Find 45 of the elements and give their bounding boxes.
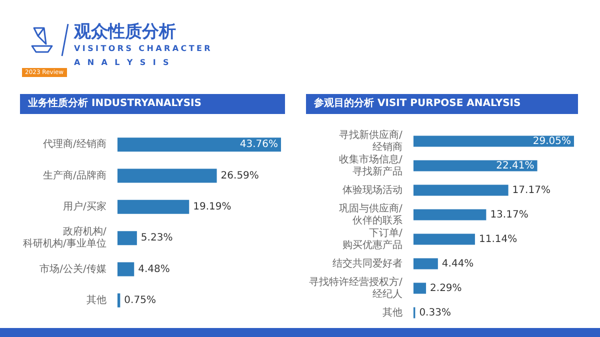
y-tick-label: 政府机构/科研机构/事业单位 [22, 226, 107, 250]
y-tick-label: 其他 [86, 294, 106, 306]
text: 观众性质分析 [74, 21, 176, 43]
y-tick-label: 其他 [382, 306, 402, 318]
bar [413, 234, 475, 245]
chart-title: 业务性质分析 INDUSTRYANALYSIS [20, 94, 285, 114]
bar [413, 282, 426, 294]
bar [413, 209, 486, 220]
bar [117, 200, 190, 214]
data-label: 13.17% [490, 209, 528, 220]
data-label: 22.41% [496, 160, 534, 172]
y-tick-label: 生产商/品牌商 [42, 169, 106, 182]
bar [413, 184, 508, 196]
y-tick-label: 体验现场活动 [342, 184, 402, 196]
data-label: 0.75% [124, 295, 156, 306]
data-label: 26.59% [220, 170, 259, 182]
data-label: 19.19% [193, 202, 232, 213]
y-tick-label: 代理商/经销商 [42, 138, 106, 150]
data-label: 17.17% [512, 184, 550, 196]
y-tick-label: 巩固与供应商/伙伴的联系 [338, 202, 403, 226]
y-tick-label: 结交共同爱好者 [332, 257, 402, 270]
data-label: 4.48% [138, 264, 170, 275]
y-tick-label: 寻找新供应商/经销商 [338, 128, 403, 153]
data-label: 4.44% [442, 258, 474, 270]
bar [413, 136, 574, 147]
bar [117, 231, 137, 246]
bar [117, 262, 134, 276]
y-tick-label: 下订单/购买优惠产品 [342, 226, 403, 251]
data-label: 29.05% [532, 136, 571, 147]
data-label: 11.14% [478, 234, 518, 245]
y-tick-label: 用户/买家 [62, 200, 106, 213]
chart-title: 参观目的分析 VISIT PURPOSE ANALYSIS [306, 94, 578, 114]
text: A N A L Y S I S [74, 58, 171, 67]
y-tick-label: 收集市场信息/寻找新产品 [338, 153, 403, 178]
bar [413, 258, 438, 270]
bar [413, 160, 538, 172]
data-label: 43.76% [240, 139, 278, 150]
data-label: 5.23% [140, 232, 173, 244]
bar [117, 138, 281, 152]
y-tick-label: 寻找特许经营授权方/经纪人 [308, 276, 403, 300]
bar [117, 168, 217, 183]
text: VISITORS CHARACTER [74, 44, 213, 53]
y-tick-label: 市场/公关/传媒 [40, 262, 106, 275]
data-label: 2.29% [430, 282, 462, 294]
data-label: 0.33% [419, 307, 451, 318]
